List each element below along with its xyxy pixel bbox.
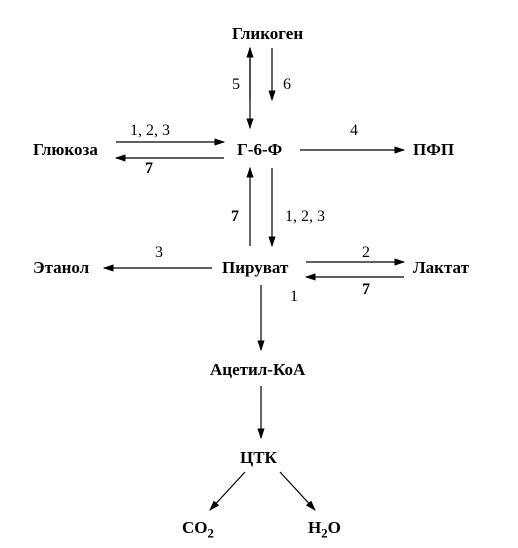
node-lactate: Лактат [413,258,469,278]
edge-label-1: 1 [290,288,298,306]
node-glucose: Глюкоза [33,140,98,160]
node-h2o: H2O [308,518,341,541]
node-acetylcoa: Ацетил-КоА [210,360,305,380]
node-tca: ЦТК [240,448,277,468]
edge-label-3: 3 [155,244,163,262]
node-glycogen: Гликоген [232,24,303,44]
node-pfp: ПФП [413,140,454,160]
edge-label-123a: 1, 2, 3 [130,122,170,140]
edge-label-7a: 7 [145,160,153,178]
edge-label-5: 5 [232,76,240,94]
edge-label-7c: 7 [362,281,370,299]
node-pyruvate: Пируват [222,258,288,278]
node-g6p: Г-6-Ф [237,140,282,160]
edge-label-123b: 1, 2, 3 [285,208,325,226]
edge-label-4: 4 [350,122,358,140]
edge-label-6: 6 [283,76,291,94]
node-ethanol: Этанол [33,258,89,278]
edge-label-2: 2 [362,244,370,262]
edge-label-7b: 7 [231,208,239,226]
node-co2: CO2 [182,518,214,541]
